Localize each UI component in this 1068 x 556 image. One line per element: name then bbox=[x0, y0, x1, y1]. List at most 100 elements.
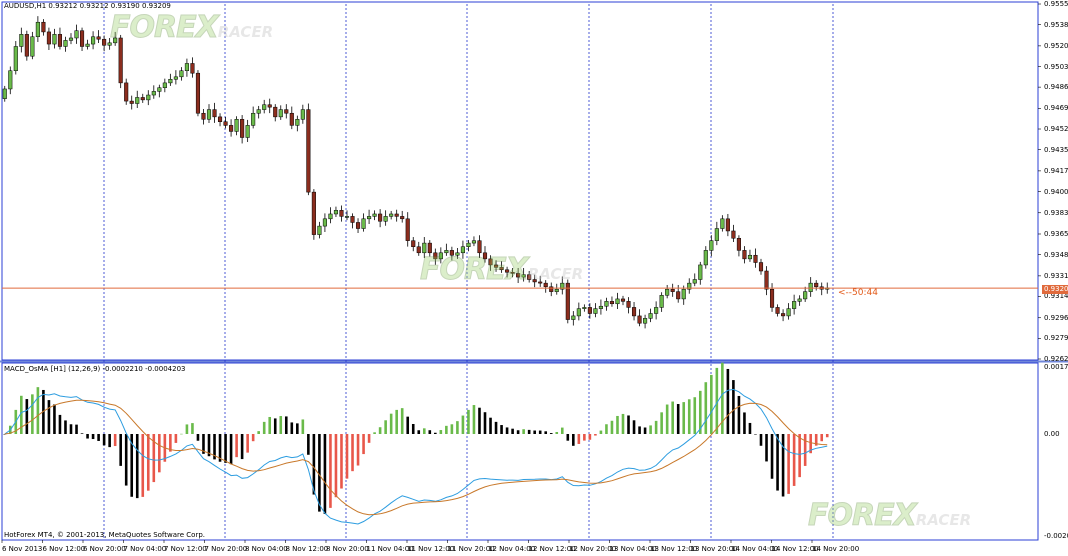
histogram-bar bbox=[3, 434, 7, 435]
candle bbox=[665, 288, 670, 296]
candle bbox=[68, 37, 74, 41]
histogram-bar bbox=[224, 434, 227, 463]
histogram-bar bbox=[273, 418, 277, 434]
candle bbox=[217, 116, 223, 122]
histogram-bar bbox=[389, 413, 393, 434]
candle bbox=[229, 125, 234, 132]
indicator-tick-label: -0.002096 bbox=[1044, 532, 1068, 540]
price-tick-label: 0.92795 bbox=[1044, 334, 1068, 343]
histogram-bar bbox=[649, 425, 652, 434]
candle bbox=[300, 109, 305, 120]
histogram-bar bbox=[411, 423, 415, 434]
candle bbox=[289, 112, 294, 126]
histogram-bar bbox=[660, 412, 663, 434]
candle bbox=[240, 119, 245, 138]
candle bbox=[333, 210, 339, 215]
time-tick-label: 8 Nov 04:00 bbox=[245, 545, 288, 553]
histogram-bar bbox=[229, 434, 233, 465]
histogram-bar bbox=[36, 387, 40, 434]
time-tick-label: 13 Nov 04:00 bbox=[609, 545, 657, 553]
price-tick-label: 0.95205 bbox=[1044, 41, 1068, 50]
histogram-bar bbox=[682, 402, 686, 434]
candle bbox=[692, 279, 697, 284]
candle bbox=[505, 269, 510, 273]
candle bbox=[245, 125, 250, 138]
candle bbox=[637, 315, 642, 324]
time-tick-label: 6 Nov 2013 bbox=[2, 545, 43, 553]
time-tick-label: 6 Nov 20:00 bbox=[83, 545, 126, 553]
candle bbox=[444, 250, 449, 254]
candle bbox=[477, 240, 482, 254]
candle bbox=[151, 91, 156, 96]
histogram-bar bbox=[20, 395, 23, 434]
histogram-bar bbox=[809, 434, 812, 454]
candle bbox=[631, 307, 637, 317]
histogram-bar bbox=[340, 434, 343, 489]
histogram-bar bbox=[627, 415, 630, 434]
candle bbox=[488, 258, 493, 266]
candle bbox=[124, 82, 129, 102]
candle bbox=[168, 78, 173, 84]
candle bbox=[659, 295, 664, 308]
histogram-bar bbox=[549, 433, 553, 434]
histogram-bar bbox=[494, 421, 498, 434]
indicator-pane-border bbox=[1, 362, 1039, 541]
histogram-bar bbox=[632, 420, 636, 434]
candle bbox=[251, 112, 256, 126]
price-tick-label: 0.92965 bbox=[1044, 313, 1068, 322]
candle bbox=[510, 271, 515, 274]
histogram-bar bbox=[284, 416, 288, 434]
candle bbox=[201, 112, 206, 120]
candle bbox=[670, 288, 675, 292]
candle bbox=[267, 104, 272, 108]
histogram-bar bbox=[583, 434, 586, 441]
candle bbox=[184, 63, 189, 72]
candle bbox=[179, 70, 184, 78]
histogram-bar bbox=[53, 404, 56, 434]
candle bbox=[654, 307, 659, 314]
candle bbox=[747, 254, 753, 260]
histogram-bar bbox=[522, 429, 525, 434]
candle bbox=[102, 38, 107, 46]
histogram-bar bbox=[47, 400, 51, 434]
histogram-bar bbox=[97, 434, 100, 441]
signal-line bbox=[4, 399, 828, 516]
histogram-bar bbox=[560, 427, 564, 434]
candle bbox=[383, 216, 388, 222]
candle bbox=[560, 282, 565, 290]
histogram-bar bbox=[737, 395, 741, 434]
price-tick-label: 0.92625 bbox=[1044, 355, 1068, 363]
candle bbox=[648, 313, 653, 319]
histogram-bar bbox=[25, 399, 29, 434]
candle bbox=[195, 72, 201, 114]
histogram-bar bbox=[643, 427, 647, 434]
histogram-bar bbox=[511, 428, 514, 434]
histogram-bar bbox=[174, 434, 178, 443]
candle bbox=[317, 225, 322, 235]
candle bbox=[792, 301, 797, 309]
histogram-bar bbox=[191, 423, 194, 434]
histogram-bar bbox=[715, 367, 719, 434]
candle bbox=[466, 242, 471, 247]
indicator-header: MACD_OsMA [H1] (12,26,9) -0.0002210 -0.0… bbox=[4, 365, 186, 373]
histogram-bar bbox=[544, 431, 548, 434]
histogram-bar bbox=[42, 389, 45, 434]
candle bbox=[74, 30, 79, 39]
histogram-bar bbox=[776, 434, 779, 491]
candle bbox=[703, 250, 708, 266]
histogram-bar bbox=[146, 434, 150, 491]
price-tick-label: 0.94175 bbox=[1044, 166, 1068, 175]
candle bbox=[372, 213, 377, 217]
histogram-bar bbox=[64, 420, 67, 434]
histogram-bar bbox=[439, 430, 443, 434]
histogram-bar bbox=[152, 434, 156, 483]
candle bbox=[753, 254, 758, 263]
candle bbox=[455, 252, 460, 256]
time-tick-label: 7 Nov 20:00 bbox=[204, 545, 248, 553]
candle bbox=[52, 34, 57, 45]
histogram-bar bbox=[329, 434, 332, 508]
price-tick-label: 0.94865 bbox=[1044, 83, 1068, 92]
histogram-bar bbox=[86, 434, 89, 439]
